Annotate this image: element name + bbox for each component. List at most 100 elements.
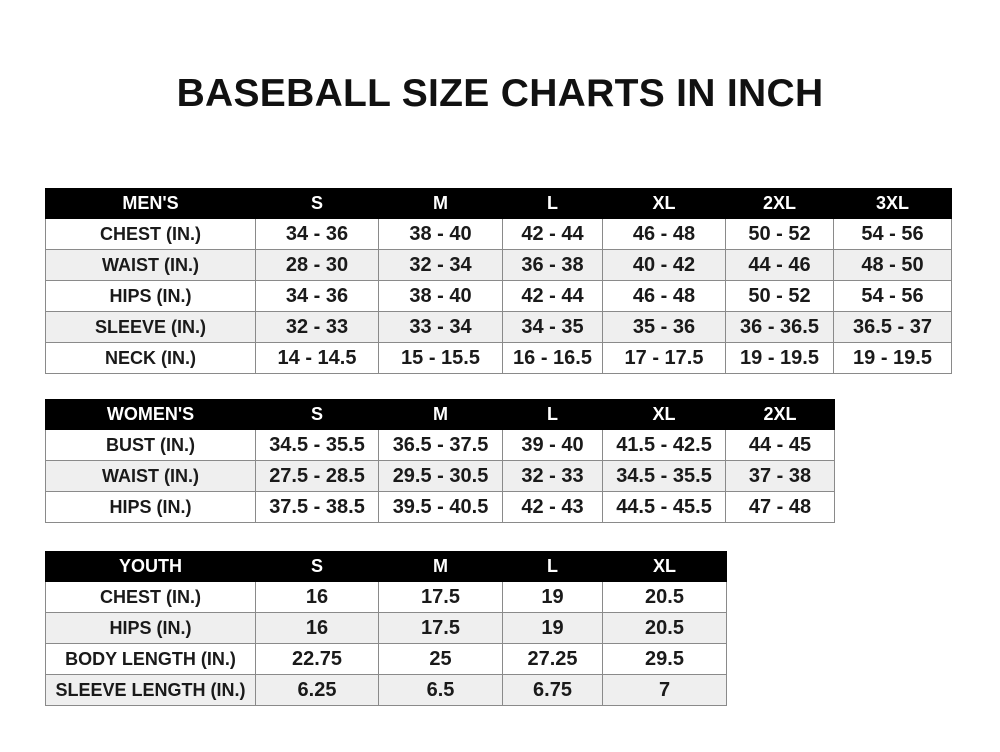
size-value: 29.5 xyxy=(602,643,727,675)
size-value: 19 - 19.5 xyxy=(833,342,952,374)
size-value: 42 - 44 xyxy=(502,280,603,312)
size-value: 47 - 48 xyxy=(725,491,835,523)
size-header: M xyxy=(378,188,503,219)
size-value: 46 - 48 xyxy=(602,218,726,250)
size-header: 2XL xyxy=(725,188,834,219)
size-value: 29.5 - 30.5 xyxy=(378,460,503,492)
measurement-label: BODY LENGTH (IN.) xyxy=(45,643,256,675)
size-header: L xyxy=(502,551,603,582)
size-value: 36 - 36.5 xyxy=(725,311,834,343)
size-value: 40 - 42 xyxy=(602,249,726,281)
size-value: 20.5 xyxy=(602,612,727,644)
size-value: 37.5 - 38.5 xyxy=(255,491,379,523)
size-value: 19 xyxy=(502,612,603,644)
size-value: 34.5 - 35.5 xyxy=(255,429,379,461)
size-header: 3XL xyxy=(833,188,952,219)
table-row: WAIST (IN.) 28 - 30 32 - 34 36 - 38 40 - 42 4… xyxy=(45,249,952,281)
measurement-label: WAIST (IN.) xyxy=(45,460,256,492)
size-value: 50 - 52 xyxy=(725,218,834,250)
size-value: 44 - 45 xyxy=(725,429,835,461)
size-header: M xyxy=(378,399,503,430)
size-value: 50 - 52 xyxy=(725,280,834,312)
size-value: 38 - 40 xyxy=(378,218,503,250)
size-value: 32 - 34 xyxy=(378,249,503,281)
measurement-label: SLEEVE (IN.) xyxy=(45,311,256,343)
measurement-label: HIPS (IN.) xyxy=(45,280,256,312)
size-header: L xyxy=(502,399,603,430)
size-value: 35 - 36 xyxy=(602,311,726,343)
size-value: 7 xyxy=(602,674,727,706)
size-value: 28 - 30 xyxy=(255,249,379,281)
size-value: 17 - 17.5 xyxy=(602,342,726,374)
table-row: HIPS (IN.) 16 17.5 19 20.5 xyxy=(45,612,727,644)
table-row: CHEST (IN.) 16 17.5 19 20.5 xyxy=(45,581,727,613)
size-value: 16 - 16.5 xyxy=(502,342,603,374)
size-value: 36.5 - 37 xyxy=(833,311,952,343)
size-value: 37 - 38 xyxy=(725,460,835,492)
size-value: 17.5 xyxy=(378,612,503,644)
table-row: HIPS (IN.) 34 - 36 38 - 40 42 - 44 46 - 48 50… xyxy=(45,280,952,312)
measurement-label: HIPS (IN.) xyxy=(45,491,256,523)
table-row: BUST (IN.) 34.5 - 35.5 36.5 - 37.5 39 - 40 4… xyxy=(45,429,835,461)
size-value: 20.5 xyxy=(602,581,727,613)
size-value: 17.5 xyxy=(378,581,503,613)
table-row: BODY LENGTH (IN.) 22.75 25 27.25 29.5 xyxy=(45,643,727,675)
table-row: NECK (IN.) 14 - 14.5 15 - 15.5 16 - 16.5 17 … xyxy=(45,342,952,374)
size-header: XL xyxy=(602,551,727,582)
table-row: SLEEVE (IN.) 32 - 33 33 - 34 34 - 35 35 - 36… xyxy=(45,311,952,343)
size-value: 34 - 35 xyxy=(502,311,603,343)
table-row: WAIST (IN.) 27.5 - 28.5 29.5 - 30.5 32 - 33… xyxy=(45,460,835,492)
size-value: 34 - 36 xyxy=(255,280,379,312)
youth-size-table: YOUTH S M L XL CHEST (IN.) 16 17.5 19 20.5 HIPS (I… xyxy=(45,551,727,706)
table-row: SLEEVE LENGTH (IN.) 6.25 6.5 6.75 7 xyxy=(45,674,727,706)
size-value: 22.75 xyxy=(255,643,379,675)
size-value: 36.5 - 37.5 xyxy=(378,429,503,461)
size-header: XL xyxy=(602,399,726,430)
size-value: 27.25 xyxy=(502,643,603,675)
size-header: M xyxy=(378,551,503,582)
size-value: 34 - 36 xyxy=(255,218,379,250)
size-value: 54 - 56 xyxy=(833,280,952,312)
size-value: 19 xyxy=(502,581,603,613)
size-header: XL xyxy=(602,188,726,219)
size-value: 16 xyxy=(255,612,379,644)
measurement-label: HIPS (IN.) xyxy=(45,612,256,644)
size-value: 34.5 - 35.5 xyxy=(602,460,726,492)
measurement-label: CHEST (IN.) xyxy=(45,581,256,613)
size-value: 6.5 xyxy=(378,674,503,706)
header-row: WOMEN'S S M L XL 2XL xyxy=(45,399,835,430)
measurement-label: NECK (IN.) xyxy=(45,342,256,374)
size-value: 6.25 xyxy=(255,674,379,706)
size-value: 15 - 15.5 xyxy=(378,342,503,374)
size-value: 42 - 43 xyxy=(502,491,603,523)
size-value: 6.75 xyxy=(502,674,603,706)
size-value: 39.5 - 40.5 xyxy=(378,491,503,523)
table-row: CHEST (IN.) 34 - 36 38 - 40 42 - 44 46 - 48 5… xyxy=(45,218,952,250)
size-header: S xyxy=(255,551,379,582)
page-title: BASEBALL SIZE CHARTS IN INCH xyxy=(176,72,824,115)
table-row: HIPS (IN.) 37.5 - 38.5 39.5 - 40.5 42 - 43 4… xyxy=(45,491,835,523)
size-value: 39 - 40 xyxy=(502,429,603,461)
size-value: 27.5 - 28.5 xyxy=(255,460,379,492)
size-header: 2XL xyxy=(725,399,835,430)
measurement-label: SLEEVE LENGTH (IN.) xyxy=(45,674,256,706)
category-header: WOMEN'S xyxy=(45,399,256,430)
size-value: 42 - 44 xyxy=(502,218,603,250)
header-row: MEN'S S M L XL 2XL 3XL xyxy=(45,188,952,219)
size-value: 33 - 34 xyxy=(378,311,503,343)
size-value: 25 xyxy=(378,643,503,675)
size-value: 46 - 48 xyxy=(602,280,726,312)
size-value: 32 - 33 xyxy=(502,460,603,492)
size-value: 41.5 - 42.5 xyxy=(602,429,726,461)
size-value: 16 xyxy=(255,581,379,613)
size-value: 32 - 33 xyxy=(255,311,379,343)
measurement-label: CHEST (IN.) xyxy=(45,218,256,250)
size-value: 54 - 56 xyxy=(833,218,952,250)
size-value: 36 - 38 xyxy=(502,249,603,281)
size-value: 48 - 50 xyxy=(833,249,952,281)
category-header: MEN'S xyxy=(45,188,256,219)
size-value: 14 - 14.5 xyxy=(255,342,379,374)
size-header: S xyxy=(255,188,379,219)
womens-size-table: WOMEN'S S M L XL 2XL BUST (IN.) 34.5 - 35.5 36.5… xyxy=(45,399,835,523)
size-value: 44 - 46 xyxy=(725,249,834,281)
